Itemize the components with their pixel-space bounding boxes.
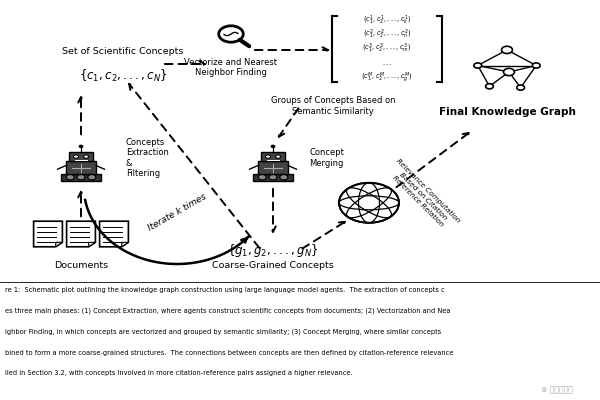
Circle shape bbox=[517, 85, 524, 90]
Circle shape bbox=[485, 84, 493, 89]
Circle shape bbox=[219, 26, 243, 42]
Text: ighbor Finding, in which concepts are vectorized and grouped by semantic similar: ighbor Finding, in which concepts are ve… bbox=[5, 329, 441, 335]
Text: Coarse-Grained Concepts: Coarse-Grained Concepts bbox=[212, 262, 334, 270]
Text: Concepts
Extraction
&
Filtering: Concepts Extraction & Filtering bbox=[126, 138, 169, 178]
Circle shape bbox=[265, 155, 271, 158]
Polygon shape bbox=[89, 242, 95, 247]
Bar bbox=[70, 152, 92, 162]
Circle shape bbox=[77, 174, 85, 180]
Circle shape bbox=[269, 174, 277, 180]
Text: $(c_1^3, c_2^3, ..., c_m^3)$: $(c_1^3, c_2^3, ..., c_m^3)$ bbox=[362, 42, 412, 56]
Circle shape bbox=[474, 63, 482, 68]
Text: ⊛ 光头程序员: ⊛ 光头程序员 bbox=[541, 385, 573, 394]
Bar bbox=[253, 174, 293, 181]
Bar bbox=[61, 174, 101, 181]
Polygon shape bbox=[56, 242, 62, 247]
Text: $(c_1^1, c_2^1, ..., c_k^1)$: $(c_1^1, c_2^1, ..., c_k^1)$ bbox=[363, 13, 411, 27]
Circle shape bbox=[503, 68, 514, 76]
Text: Documents: Documents bbox=[54, 262, 108, 270]
Circle shape bbox=[502, 46, 512, 54]
Text: Groups of Concepts Based on
Semantic Similarity: Groups of Concepts Based on Semantic Sim… bbox=[271, 96, 395, 116]
Circle shape bbox=[79, 145, 83, 148]
Circle shape bbox=[258, 174, 266, 180]
Text: Final Knowledge Graph: Final Knowledge Graph bbox=[439, 107, 575, 117]
Text: es three main phases: (1) Concept Extraction, where agents construct scientific : es three main phases: (1) Concept Extrac… bbox=[5, 308, 450, 314]
Text: Concept
Merging: Concept Merging bbox=[309, 148, 344, 168]
Polygon shape bbox=[67, 221, 95, 247]
Text: Relevance Computation
Based on Citation
Reference Relation: Relevance Computation Based on Citation … bbox=[385, 158, 461, 234]
Bar bbox=[66, 162, 96, 174]
Circle shape bbox=[280, 174, 288, 180]
Text: iled in Section 3.2, with concepts involved in more citation-reference pairs ass: iled in Section 3.2, with concepts invol… bbox=[5, 370, 352, 376]
Text: $...$: $...$ bbox=[382, 59, 392, 67]
Text: re 1:  Schematic plot outlining the knowledge graph construction using large lan: re 1: Schematic plot outlining the knowl… bbox=[5, 287, 445, 293]
Circle shape bbox=[88, 174, 96, 180]
Polygon shape bbox=[100, 221, 128, 247]
Text: $\{c_1, c_2, ..., c_N\}$: $\{c_1, c_2, ..., c_N\}$ bbox=[79, 68, 167, 84]
Circle shape bbox=[73, 155, 79, 158]
Circle shape bbox=[532, 63, 540, 68]
Circle shape bbox=[275, 155, 281, 158]
Text: $\{g_1, g_2, ..., g_N\}$: $\{g_1, g_2, ..., g_N\}$ bbox=[227, 242, 319, 259]
Text: bined to form a more coarse-grained structures.  The connections between concept: bined to form a more coarse-grained stru… bbox=[5, 350, 453, 356]
Circle shape bbox=[83, 155, 89, 158]
Text: Iterate k times: Iterate k times bbox=[146, 192, 208, 232]
Circle shape bbox=[339, 183, 399, 223]
Text: Vectorize and Nearest
Neighbor Finding: Vectorize and Nearest Neighbor Finding bbox=[185, 58, 277, 77]
Polygon shape bbox=[122, 242, 128, 247]
Bar bbox=[262, 152, 285, 162]
Text: $(c_1^2, c_2^2, ..., c_n^2)$: $(c_1^2, c_2^2, ..., c_n^2)$ bbox=[363, 28, 411, 41]
Circle shape bbox=[66, 174, 74, 180]
Text: Set of Scientific Concepts: Set of Scientific Concepts bbox=[62, 48, 184, 56]
Bar bbox=[258, 162, 288, 174]
Text: $(c_1^M, c_2^M, ..., c_g^M)$: $(c_1^M, c_2^M, ..., c_g^M)$ bbox=[361, 70, 413, 85]
Circle shape bbox=[271, 145, 275, 148]
Polygon shape bbox=[34, 221, 62, 247]
Text: ...: ... bbox=[49, 227, 59, 237]
